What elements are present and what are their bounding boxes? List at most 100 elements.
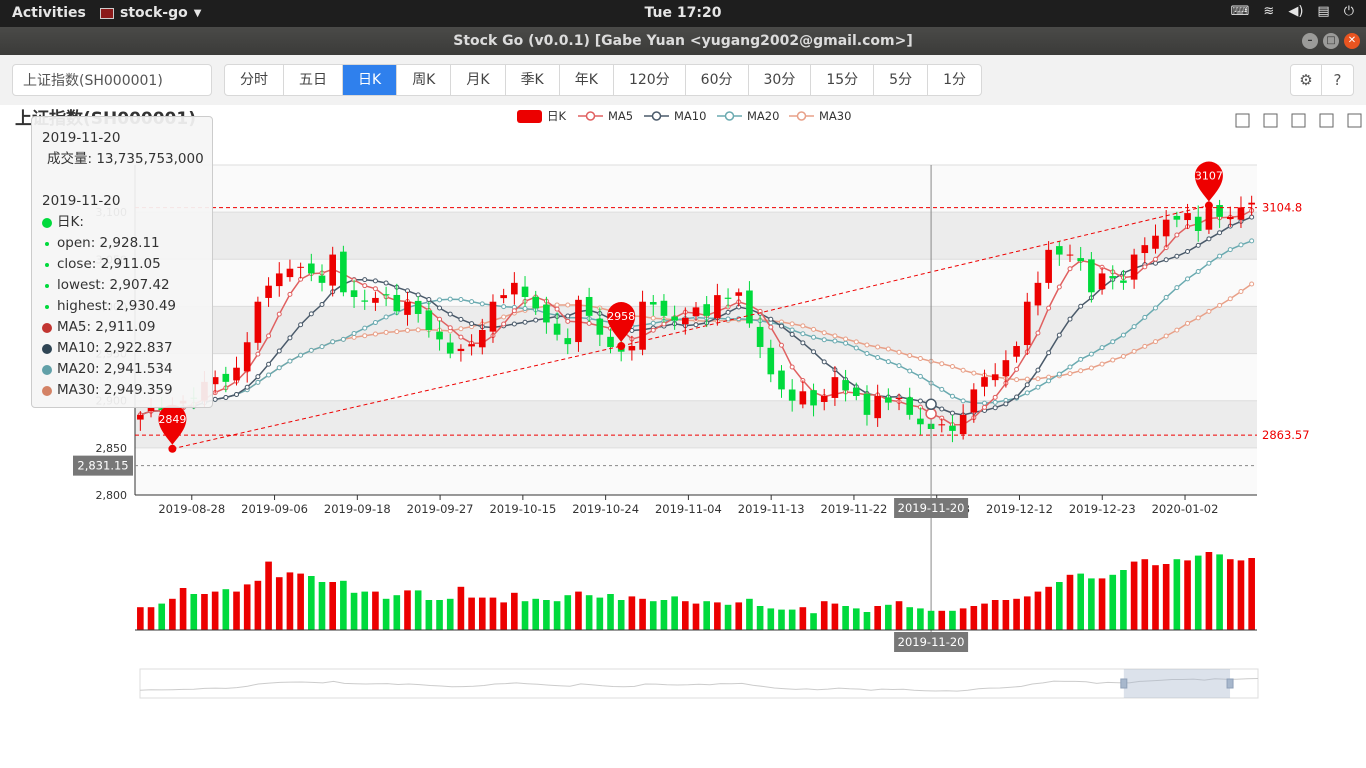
period-tab[interactable]: 日K bbox=[343, 65, 398, 95]
zoom-icon[interactable] bbox=[1263, 113, 1278, 128]
period-tab[interactable]: 年K bbox=[560, 65, 614, 95]
ma10-point bbox=[1024, 382, 1030, 388]
power-icon[interactable]: ⏻ bbox=[1343, 4, 1354, 19]
data-zoom-handle[interactable] bbox=[1226, 678, 1234, 689]
volume-bar bbox=[746, 598, 753, 630]
ma10-point bbox=[469, 321, 475, 327]
mark-line-max-label: 3104.8 bbox=[1262, 201, 1302, 215]
candle bbox=[938, 424, 946, 426]
ma10-point bbox=[1003, 401, 1009, 407]
candle bbox=[682, 317, 689, 325]
candle bbox=[1248, 202, 1255, 205]
volume-bar bbox=[927, 610, 935, 630]
help-icon[interactable]: ? bbox=[1333, 71, 1342, 89]
x-tick-label: 2019-09-18 bbox=[324, 502, 391, 516]
close-button[interactable]: ✕ bbox=[1344, 33, 1360, 49]
ma20-point bbox=[982, 400, 988, 406]
period-tab[interactable]: 月K bbox=[451, 65, 506, 95]
volume-bar bbox=[660, 600, 668, 630]
tooltip-series: 日K: bbox=[57, 214, 84, 230]
ma30-point bbox=[1195, 315, 1201, 321]
ma30-point bbox=[415, 327, 421, 333]
ma30-point bbox=[1174, 327, 1180, 333]
ma20-point bbox=[1185, 276, 1191, 282]
data-zoom-handle[interactable] bbox=[1120, 678, 1128, 689]
candle bbox=[767, 347, 775, 375]
ma10-point bbox=[298, 322, 304, 328]
data-zoom-preview bbox=[139, 678, 1259, 692]
system-tray[interactable]: ⌨ ≋ ◀) ▤ ⏻ bbox=[1231, 4, 1354, 19]
brush-clear-icon[interactable] bbox=[1347, 113, 1362, 128]
tooltip-date: 2019-11-20 bbox=[42, 130, 121, 146]
keyboard-icon[interactable]: ⌨ bbox=[1230, 4, 1250, 19]
download-icon[interactable] bbox=[1235, 113, 1250, 128]
ma10-point bbox=[1195, 242, 1201, 248]
period-tab[interactable]: 分时 bbox=[225, 65, 284, 95]
ma30-point bbox=[885, 346, 891, 352]
candle bbox=[671, 316, 678, 321]
candle bbox=[628, 346, 636, 351]
candle bbox=[489, 301, 497, 332]
period-tab[interactable]: 季K bbox=[506, 65, 560, 95]
volume-bar bbox=[1194, 555, 1202, 630]
candle bbox=[1152, 235, 1159, 249]
restore-icon[interactable] bbox=[1319, 113, 1334, 128]
candle bbox=[1226, 216, 1234, 220]
grid-band bbox=[135, 447, 1257, 495]
volume-bar bbox=[1098, 578, 1106, 630]
candle bbox=[1205, 208, 1213, 230]
ma30-point bbox=[1067, 371, 1073, 377]
tooltip-highest: highest: 2,930.49 bbox=[57, 298, 177, 314]
ma5-point bbox=[255, 351, 261, 357]
ma20-point bbox=[832, 338, 838, 344]
symbol-input[interactable] bbox=[12, 64, 212, 96]
volume-bar bbox=[201, 594, 208, 630]
app-menu[interactable]: stock-go ▼ bbox=[100, 5, 201, 21]
ma10-point bbox=[1078, 303, 1084, 309]
period-tab[interactable]: 60分 bbox=[686, 65, 749, 95]
period-tab[interactable]: 五日 bbox=[284, 65, 343, 95]
volume-icon[interactable]: ◀) bbox=[1288, 4, 1304, 19]
ma5-point bbox=[586, 320, 592, 326]
period-tab[interactable]: 1分 bbox=[943, 72, 966, 88]
ma20-point bbox=[1227, 247, 1233, 253]
candle bbox=[1130, 254, 1138, 280]
candle bbox=[414, 300, 422, 314]
ma10-point bbox=[565, 313, 571, 319]
clock[interactable]: Tue 17:20 bbox=[644, 5, 722, 21]
period-tab[interactable]: 15分 bbox=[811, 65, 875, 95]
zoom-reset-icon[interactable] bbox=[1291, 113, 1306, 128]
volume-bar bbox=[1120, 570, 1127, 630]
wifi-icon[interactable]: ≋ bbox=[1263, 4, 1275, 19]
data-zoom-window[interactable] bbox=[1123, 669, 1231, 698]
volume-bar bbox=[820, 601, 828, 630]
tooltip-ma5: MA5: 2,911.09 bbox=[57, 319, 156, 335]
period-tab[interactable]: 5分 bbox=[874, 65, 929, 95]
ma30-point bbox=[1099, 361, 1105, 367]
ma30-point bbox=[832, 333, 838, 339]
period-tab[interactable]: 30分 bbox=[749, 65, 812, 95]
ma30-point bbox=[1152, 339, 1158, 345]
kline-chart[interactable]: 上证指数(SH000001)2,8002,8502,9002,9503,0003… bbox=[0, 105, 1366, 768]
minimize-button[interactable]: – bbox=[1302, 33, 1318, 49]
settings-gear-icon[interactable]: ⚙ bbox=[1291, 65, 1322, 95]
clipboard-icon[interactable]: ▤ bbox=[1317, 4, 1330, 19]
volume-bar bbox=[147, 607, 155, 630]
volume-bar bbox=[724, 604, 732, 630]
activities-button[interactable]: Activities bbox=[12, 5, 86, 21]
volume-bar bbox=[190, 594, 198, 630]
period-tab[interactable]: 周K bbox=[397, 65, 452, 95]
ma10-point bbox=[244, 384, 250, 390]
maximize-button[interactable]: □ bbox=[1323, 33, 1339, 49]
tooltip-date: 2019-11-20 bbox=[42, 193, 121, 209]
candle bbox=[842, 380, 849, 391]
volume-bar bbox=[692, 603, 700, 630]
grid-band bbox=[135, 400, 1257, 448]
ma30-point bbox=[789, 321, 795, 327]
candle bbox=[436, 331, 443, 340]
volume-bar bbox=[329, 582, 336, 630]
ma30-point bbox=[917, 356, 923, 362]
period-tab[interactable]: 120分 bbox=[614, 65, 686, 95]
candle bbox=[1194, 216, 1202, 231]
volume-bar bbox=[275, 577, 283, 630]
